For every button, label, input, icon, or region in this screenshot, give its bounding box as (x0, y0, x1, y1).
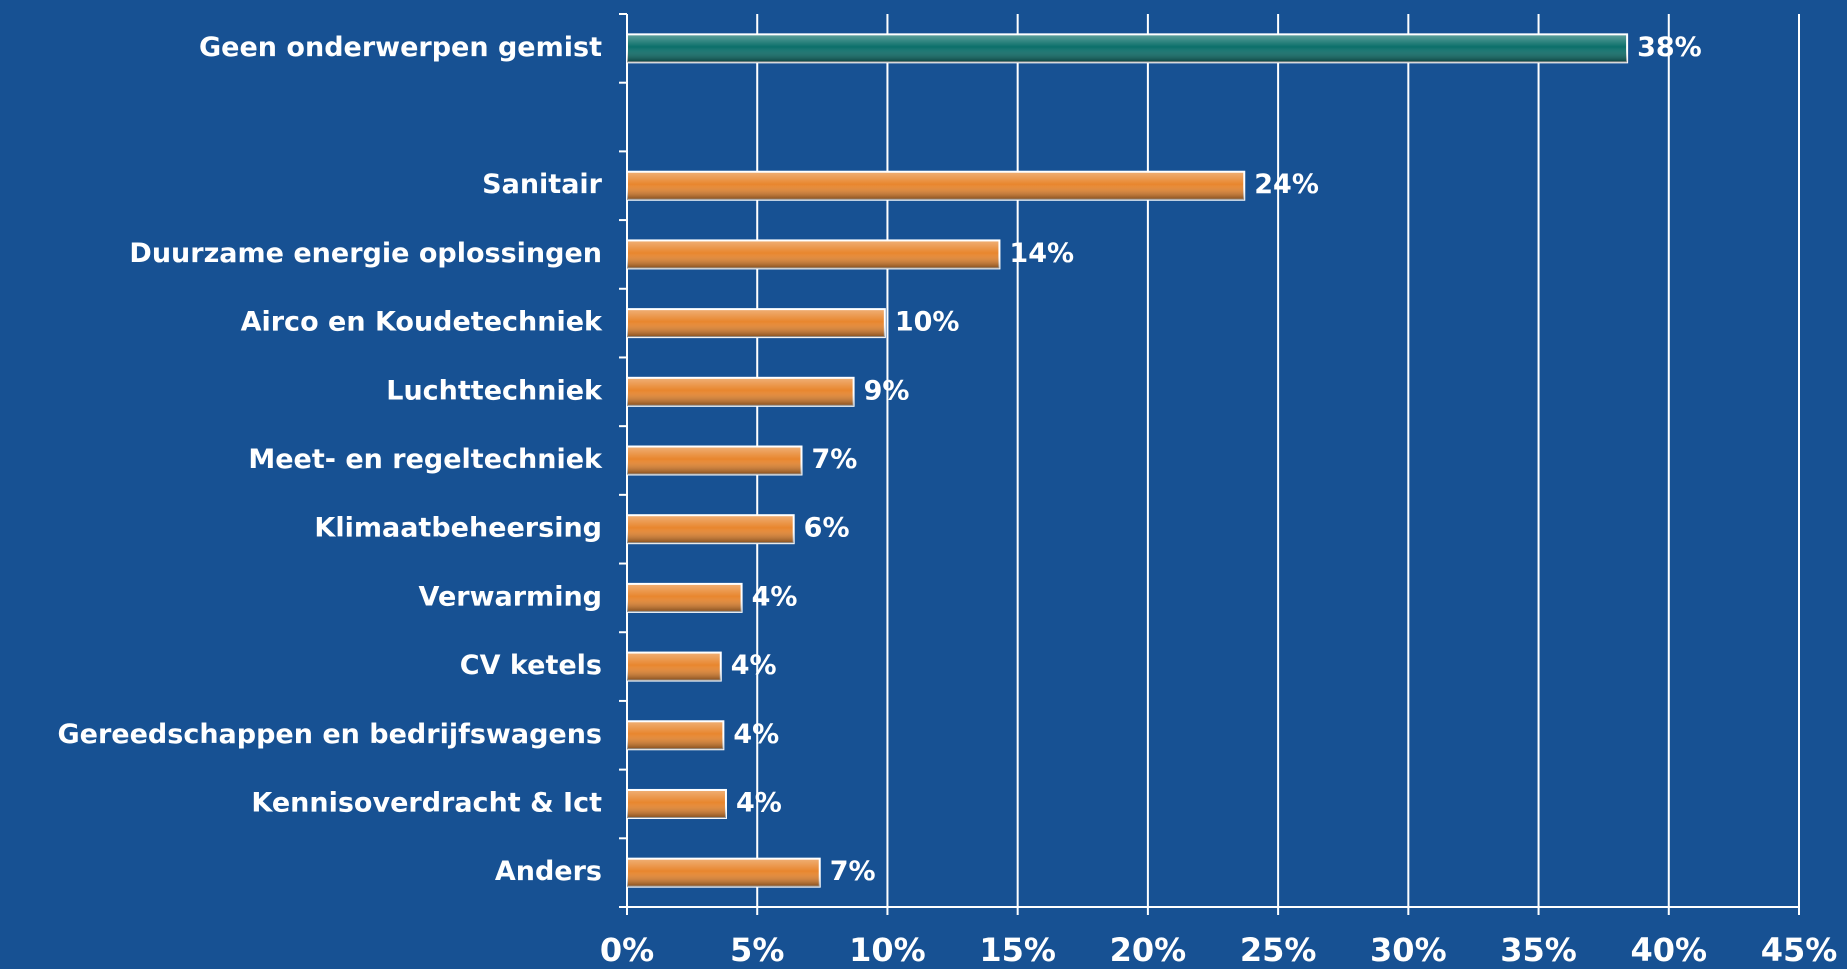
bar-shade (627, 858, 820, 887)
value-label: 9% (864, 375, 910, 406)
value-label: 4% (733, 719, 779, 750)
y-tick-label: CV ketels (460, 650, 602, 681)
bar-shade (627, 583, 742, 612)
x-tick-label: 30% (1370, 931, 1447, 969)
bar-shade (627, 377, 854, 406)
bar-shade (627, 171, 1245, 200)
bar-shade (627, 446, 802, 475)
x-tick-label: 20% (1110, 931, 1187, 969)
bar-shade (627, 721, 724, 750)
x-tick-label: 0% (600, 931, 654, 969)
value-label: 10% (895, 307, 960, 338)
y-tick-label: Duurzame energie oplossingen (129, 238, 602, 269)
value-label: 4% (752, 581, 798, 612)
value-label: 24% (1254, 169, 1319, 200)
bar-shade (627, 789, 726, 818)
x-tick-label: 5% (730, 931, 784, 969)
x-tick-label: 15% (979, 931, 1056, 969)
value-label: 7% (830, 856, 876, 887)
value-label: 14% (1009, 238, 1074, 269)
x-tick-label: 25% (1240, 931, 1317, 969)
x-tick-label: 35% (1500, 931, 1577, 969)
y-tick-label: Luchttechniek (386, 375, 603, 406)
x-tick-label: 10% (849, 931, 926, 969)
bar-shade (627, 240, 1000, 269)
y-tick-label: Airco en Koudetechniek (241, 307, 603, 338)
x-tick-label: 40% (1630, 931, 1707, 969)
bar-shade (627, 652, 721, 681)
bar-shade (627, 515, 794, 544)
bar-shade (627, 309, 885, 338)
value-label: 4% (736, 787, 782, 818)
bar-shade (627, 34, 1628, 63)
x-tick-label: 45% (1761, 931, 1838, 969)
y-tick-label: Klimaatbeheersing (314, 513, 602, 544)
value-label: 4% (731, 650, 777, 681)
y-tick-label: Gereedschappen en bedrijfswagens (58, 719, 602, 750)
y-tick-label: Verwarming (419, 581, 602, 612)
y-tick-label: Meet- en regeltechniek (248, 444, 603, 475)
value-label: 38% (1637, 32, 1702, 63)
value-label: 6% (804, 513, 850, 544)
y-tick-label: Sanitair (482, 169, 603, 200)
y-tick-label: Kennisoverdracht & Ict (251, 787, 602, 818)
value-label: 7% (811, 444, 857, 475)
y-tick-label: Anders (495, 856, 602, 887)
y-tick-label: Geen onderwerpen gemist (199, 32, 602, 63)
